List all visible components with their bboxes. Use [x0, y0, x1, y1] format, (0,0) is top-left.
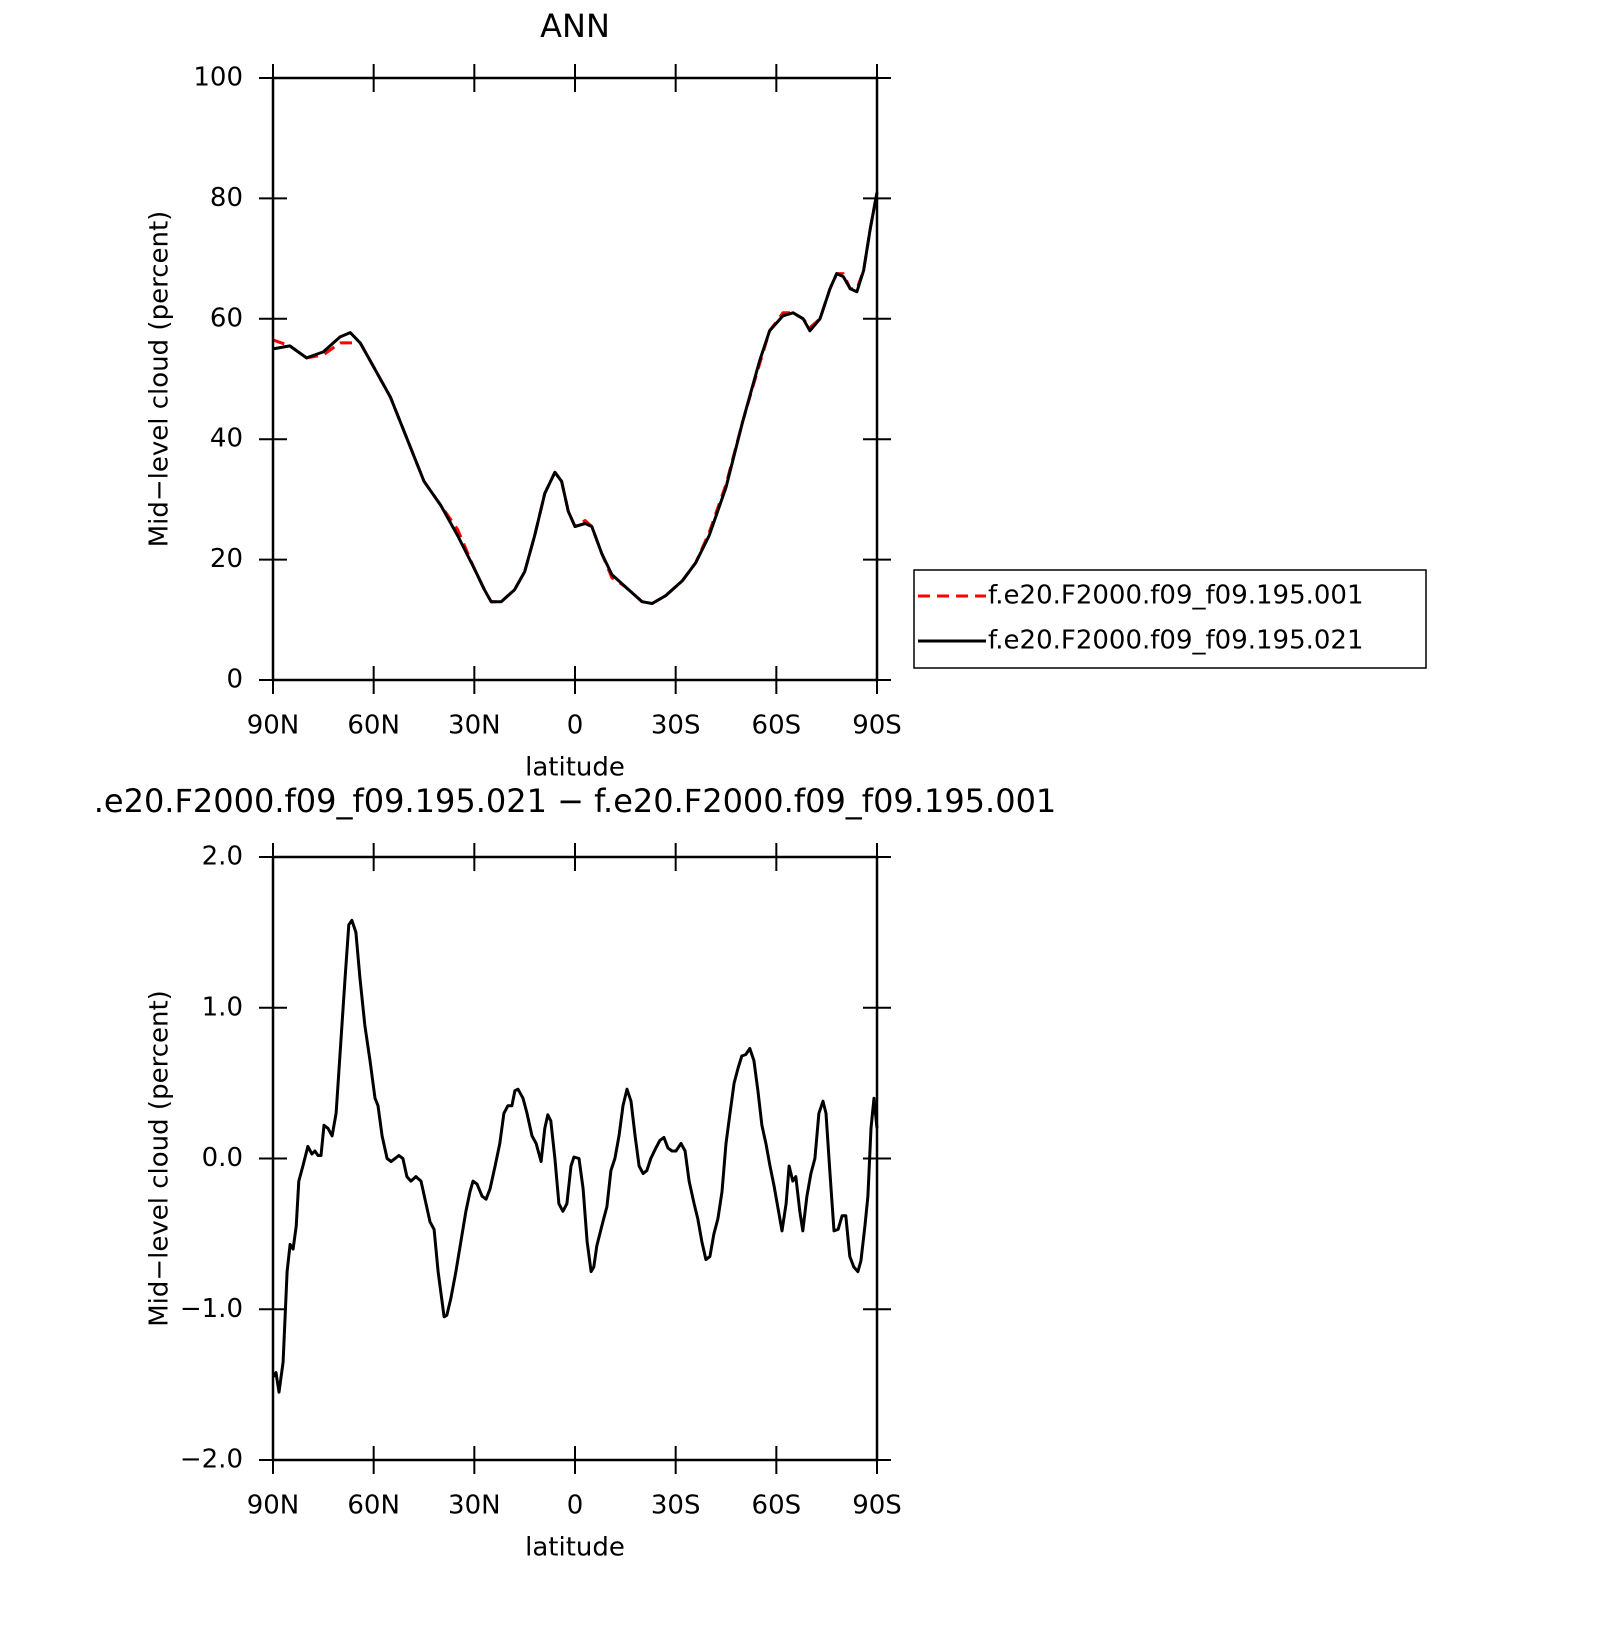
data-line: [271, 918, 879, 1394]
chart-title: ANN: [540, 7, 610, 45]
y-tick-label: 40: [210, 424, 243, 454]
plot-frame: [271, 76, 879, 682]
x-tick-label: 30S: [651, 1491, 701, 1521]
x-tick-label: 90S: [852, 1491, 902, 1521]
data-line: [272, 192, 879, 605]
y-tick-label: −2.0: [180, 1445, 243, 1475]
x-tick-label: 90N: [247, 1491, 300, 1521]
x-tick-label: 60S: [752, 1491, 802, 1521]
chart-title: .e20.F2000.f09_f09.195.021 − f.e20.F2000…: [94, 782, 1057, 820]
y-tick-label: 0: [226, 665, 243, 695]
legend-label: f.e20.F2000.f09_f09.195.021: [988, 626, 1364, 656]
x-tick-label: 0: [567, 711, 584, 741]
legend-label: f.e20.F2000.f09_f09.195.001: [988, 581, 1364, 611]
x-tick-label: 0: [567, 1491, 584, 1521]
plot-frame: [271, 855, 879, 1462]
y-tick-label: −1.0: [180, 1294, 243, 1324]
x-tick-label: 60N: [347, 711, 400, 741]
x-tick-label: 60N: [347, 1491, 400, 1521]
y-tick-label: 20: [210, 544, 243, 574]
data-line: [272, 192, 879, 605]
x-tick-label: 90N: [247, 711, 300, 741]
y-tick-label: 0.0: [202, 1143, 243, 1173]
x-tick-label: 30N: [448, 711, 501, 741]
legend-box: [913, 569, 1427, 669]
x-tick-label: 30N: [448, 1491, 501, 1521]
x-tick-label: 60S: [752, 711, 802, 741]
x-axis-label: latitude: [525, 1533, 625, 1563]
y-tick-label: 60: [210, 303, 243, 333]
y-tick-label: 80: [210, 183, 243, 213]
x-tick-label: 30S: [651, 711, 701, 741]
y-tick-label: 1.0: [202, 992, 243, 1022]
x-axis-label: latitude: [525, 753, 625, 783]
x-tick-label: 90S: [852, 711, 902, 741]
y-tick-label: 100: [193, 63, 243, 93]
y-tick-label: 2.0: [202, 842, 243, 872]
y-axis-label: Mid−level cloud (percent): [145, 211, 175, 548]
y-axis-label: Mid−level cloud (percent): [145, 990, 175, 1327]
